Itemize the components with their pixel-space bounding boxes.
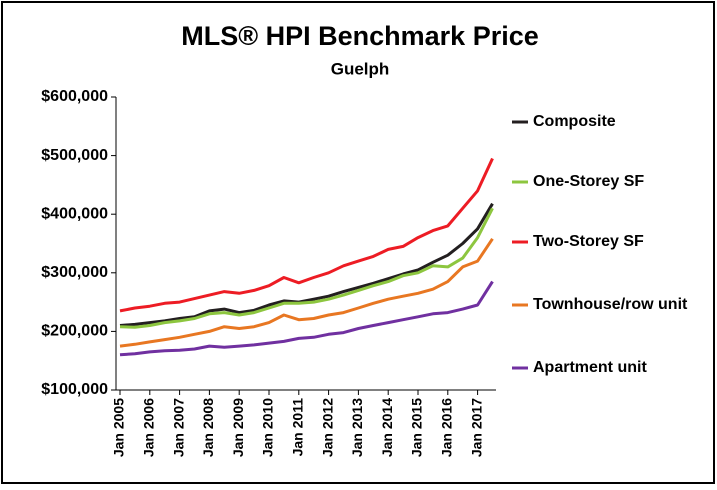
y-tick-label: $300,000 [41,264,108,281]
y-tick-label: $600,000 [41,88,108,105]
x-tick-label: Jan 2011 [290,398,306,457]
x-tick-label: Jan 2007 [170,398,186,457]
chart-title: MLS® HPI Benchmark Price [181,21,539,51]
legend-label: Townhouse/row unit [533,296,688,313]
x-tick-label: Jan 2013 [349,398,365,457]
x-tick-label: Jan 2009 [230,398,246,457]
series-line [119,207,494,329]
y-tick-label: $100,000 [41,381,108,398]
legend-label: Apartment unit [533,359,647,376]
x-tick-label: Jan 2014 [379,398,395,457]
series-line [119,202,494,327]
legend-label: One-Storey SF [533,173,644,190]
series-line [119,237,494,348]
x-tick-label: Jan 2008 [200,398,216,457]
series-line [119,157,494,313]
x-tick-label: Jan 2016 [439,398,455,457]
y-tick-label: $400,000 [41,205,108,222]
y-tick-label: $200,000 [41,323,108,340]
series-line [119,280,494,357]
x-tick-label: Jan 2012 [319,398,335,457]
legend-label: Composite [533,113,616,130]
x-tick-label: Jan 2017 [468,398,484,457]
x-tick-label: Jan 2005 [111,398,127,457]
legend-label: Two-Storey SF [533,233,644,250]
chart-subtitle: Guelph [331,59,390,78]
x-tick-label: Jan 2006 [141,398,157,457]
x-tick-label: Jan 2010 [260,398,276,457]
x-tick-label: Jan 2015 [409,398,425,457]
y-tick-label: $500,000 [41,147,108,164]
